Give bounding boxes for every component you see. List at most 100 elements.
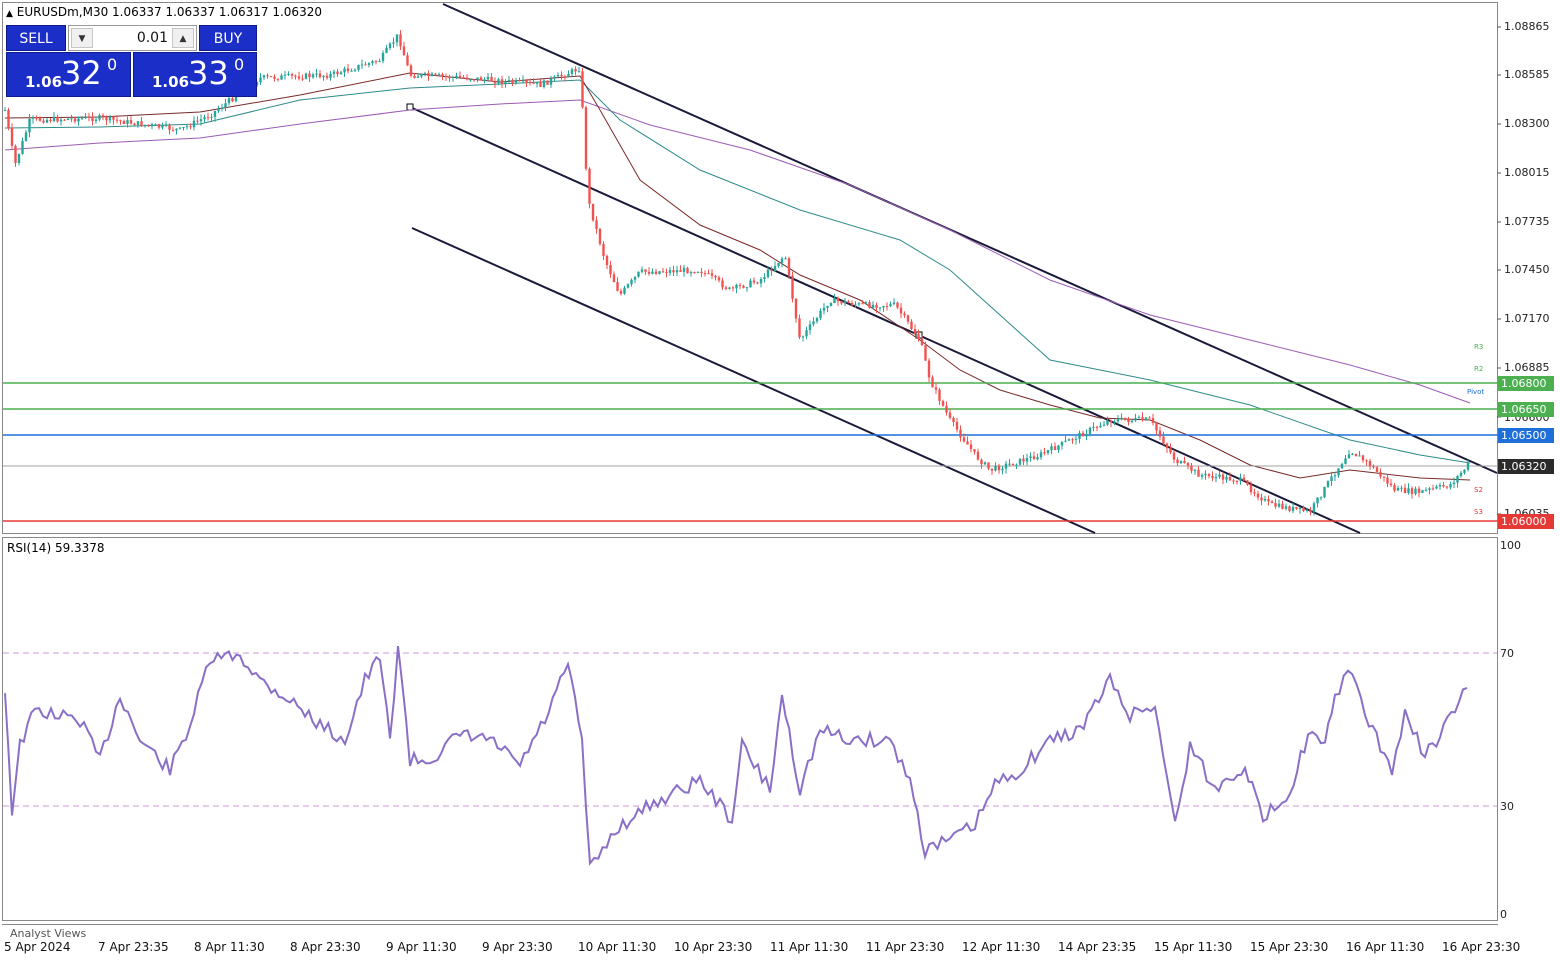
lot-value[interactable]: 0.01 xyxy=(136,30,168,46)
candle-body xyxy=(10,127,14,146)
candle-body xyxy=(577,71,581,73)
candle-body xyxy=(983,462,987,465)
candle-body xyxy=(812,321,815,325)
buy-button[interactable]: BUY xyxy=(199,25,257,51)
lot-size-input[interactable]: ▼ 0.01 ▲ xyxy=(68,25,197,51)
level-price-tag[interactable]: 1.06650 xyxy=(1498,402,1554,417)
candle-body xyxy=(385,47,388,53)
price-axis-label: 1.08585 xyxy=(1504,68,1550,81)
candle-body xyxy=(84,116,87,119)
price-axis-label: 1.07170 xyxy=(1504,312,1550,325)
candle-body xyxy=(1092,426,1095,428)
time-axis-label: 16 Apr 23:30 xyxy=(1442,940,1521,954)
candle-body xyxy=(392,42,395,44)
buy-price[interactable]: 1.06 33 0 xyxy=(133,52,257,97)
candle-body xyxy=(269,76,273,78)
lot-increase-icon[interactable]: ▲ xyxy=(172,28,194,48)
time-axis-label: 7 Apr 23:35 xyxy=(98,940,169,954)
channel-anchor-handle[interactable] xyxy=(406,103,414,111)
candle-body xyxy=(476,77,479,80)
candle-body xyxy=(1407,488,1410,493)
pivot-r2-label: R2 xyxy=(1474,365,1484,373)
candle-body xyxy=(91,116,94,122)
level-price-tag[interactable]: 1.06500 xyxy=(1498,428,1554,443)
candle-body xyxy=(17,153,21,163)
candle-body xyxy=(1354,453,1358,457)
candle-body xyxy=(49,119,52,122)
rsi-line xyxy=(4,645,1468,866)
candle-body xyxy=(31,117,35,119)
candle-body xyxy=(1064,440,1067,442)
pivot-r3-label: R3 xyxy=(1474,343,1484,351)
candle-body xyxy=(570,69,574,74)
candle-body xyxy=(934,387,938,390)
candle-body xyxy=(73,118,77,122)
candle-body xyxy=(1008,463,1011,465)
candle-body xyxy=(696,271,700,273)
candle-body xyxy=(1309,509,1312,513)
candle-body xyxy=(479,77,483,81)
candle-body xyxy=(1120,417,1123,420)
price-axis-label: 1.06885 xyxy=(1504,361,1550,374)
price-axis-label: 1.07735 xyxy=(1504,215,1550,228)
candle-body xyxy=(1382,476,1386,478)
candle-body xyxy=(906,315,910,322)
candle-body xyxy=(161,125,164,128)
collapse-triangle-icon[interactable]: ▲ xyxy=(6,9,13,19)
candle-body xyxy=(980,459,983,465)
regression-channel[interactable] xyxy=(409,3,1498,534)
candle-body xyxy=(1277,503,1281,507)
lot-decrease-icon[interactable]: ▼ xyxy=(71,28,93,48)
candle-body xyxy=(52,116,56,122)
candle-body xyxy=(441,74,444,77)
candle-body xyxy=(784,258,787,260)
candle-body xyxy=(1389,483,1393,486)
candle-body xyxy=(1207,473,1211,477)
candle-body xyxy=(38,117,42,121)
candle-body xyxy=(532,82,535,84)
candle-body xyxy=(1109,420,1113,423)
candle-body xyxy=(1403,487,1407,493)
candle-body xyxy=(553,76,556,79)
candle-body xyxy=(945,405,948,413)
candle-body xyxy=(227,98,231,104)
candle-body xyxy=(931,377,934,388)
candle-body xyxy=(1151,418,1155,423)
level-price-tag[interactable]: 1.06800 xyxy=(1498,376,1554,391)
candle-body xyxy=(1421,490,1424,493)
candle-body xyxy=(343,68,346,73)
candle-body xyxy=(640,269,644,272)
candle-body xyxy=(661,271,665,273)
main-chart-frame xyxy=(2,2,1498,534)
candle-body xyxy=(266,75,269,77)
rsi-axis-label: 0 xyxy=(1500,908,1507,921)
candle-body xyxy=(745,287,749,289)
candle-body xyxy=(864,302,868,304)
candle-body xyxy=(987,462,990,469)
candle-body xyxy=(941,400,945,406)
candle-body xyxy=(749,280,752,288)
candle-body xyxy=(1190,465,1193,471)
level-price-tag[interactable]: 1.06000 xyxy=(1498,514,1554,529)
candle-body xyxy=(1368,460,1372,467)
candle-body xyxy=(1386,477,1389,484)
candle-body xyxy=(119,120,122,122)
candle-body xyxy=(1176,459,1179,464)
candle-body xyxy=(374,61,378,63)
candle-body xyxy=(486,76,490,80)
sell-button[interactable]: SELL xyxy=(6,25,66,51)
sell-price[interactable]: 1.06 32 0 xyxy=(6,52,131,97)
candle-body xyxy=(381,52,385,62)
candle-body xyxy=(87,116,91,118)
time-axis-label: 8 Apr 11:30 xyxy=(194,940,265,954)
candle-body xyxy=(283,74,287,76)
candle-body xyxy=(1337,468,1340,476)
candle-body xyxy=(332,71,336,74)
analyst-views-label[interactable]: Analyst Views xyxy=(10,927,87,940)
candle-body xyxy=(1274,503,1277,507)
candle-body xyxy=(3,109,7,111)
candle-body xyxy=(1379,471,1382,477)
candle-body xyxy=(35,117,38,119)
candle-body xyxy=(273,76,276,79)
